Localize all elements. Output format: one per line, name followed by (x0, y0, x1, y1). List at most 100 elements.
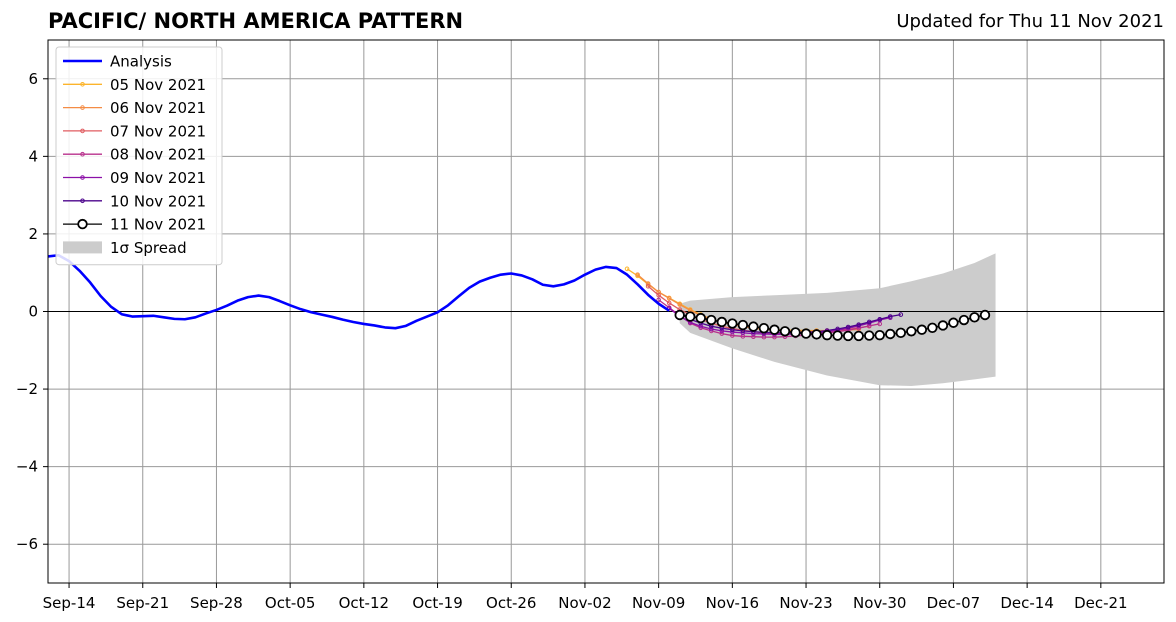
latest-forecast-point (790, 327, 801, 338)
legend-entry: 06 Nov 2021 (63, 99, 206, 117)
latest-forecast-point (927, 322, 938, 333)
x-tick-label: Sep-21 (116, 594, 169, 612)
legend-label: Analysis (110, 53, 172, 71)
series-group (48, 253, 991, 342)
forecast-point (845, 324, 851, 330)
x-tick-label: Nov-09 (632, 594, 685, 612)
legend-entry: 11 Nov 2021 (63, 216, 206, 234)
forecast-point (708, 326, 714, 332)
legend-entry: 09 Nov 2021 (63, 169, 206, 187)
legend-label: 09 Nov 2021 (110, 169, 206, 187)
legend-label: 06 Nov 2021 (110, 99, 206, 117)
latest-forecast-point (842, 330, 854, 342)
forecast-line (668, 307, 891, 336)
x-tick-label: Oct-05 (265, 594, 315, 612)
latest-forecast-point (800, 328, 812, 339)
y-tick-label: −6 (16, 535, 38, 553)
y-tick-label: 0 (28, 303, 38, 321)
x-tick-label: Dec-21 (1074, 594, 1128, 612)
latest-forecast-point (853, 330, 864, 342)
legend-marker (80, 82, 85, 87)
legend-label: 07 Nov 2021 (110, 122, 206, 140)
latest-forecast-point (864, 330, 875, 341)
forecast-point (666, 296, 672, 301)
forecast-point (645, 283, 651, 289)
latest-forecast-point (895, 327, 906, 339)
latest-forecast-point (958, 314, 970, 326)
legend-label: 10 Nov 2021 (110, 192, 206, 210)
latest-forecast-point (674, 309, 685, 321)
x-tick-label: Nov-02 (558, 594, 611, 612)
forecast-point (677, 302, 682, 307)
latest-forecast-point (821, 329, 833, 341)
forecast-point (656, 297, 661, 303)
latest-forecast-point (832, 330, 843, 341)
latest-forecast-point (937, 320, 949, 331)
legend-box (55, 46, 223, 266)
x-tick-label: Nov-30 (853, 594, 906, 612)
legend-swatch (63, 241, 102, 254)
legend-entry: 10 Nov 2021 (63, 192, 206, 210)
forecast-point (887, 314, 893, 319)
legend-entry: 05 Nov 2021 (63, 76, 206, 94)
analysis-line (48, 253, 670, 330)
x-tick-label: Oct-26 (486, 594, 536, 612)
legend-marker (80, 198, 85, 204)
latest-forecast-point (695, 312, 706, 324)
latest-forecast-point (748, 321, 759, 332)
forecast-point (666, 300, 672, 306)
legend-marker (77, 218, 88, 230)
spread-area (679, 253, 996, 386)
legend: Analysis 05 Nov 2021 06 Nov 2021 07 Nov 202… (55, 46, 223, 266)
x-tick-label: Sep-14 (43, 594, 96, 612)
x-tick-label: Dec-07 (927, 594, 981, 612)
x-tick-label: Dec-14 (1000, 594, 1054, 612)
legend-label: 05 Nov 2021 (110, 76, 206, 94)
forecast-point (645, 281, 651, 286)
spread-band (679, 253, 996, 386)
chart-title: PACIFIC/ NORTH AMERICA PATTERN (48, 9, 464, 33)
latest-forecast-point (685, 311, 696, 322)
legend-label: 1σ Spread (110, 239, 187, 257)
legend-label: 11 Nov 2021 (110, 216, 206, 234)
legend-marker (80, 105, 85, 110)
forecast-point (772, 334, 777, 340)
forecast-point (719, 328, 725, 334)
forecast-line (679, 312, 901, 334)
latest-forecast-point (948, 317, 959, 328)
forecast-point (856, 322, 861, 327)
legend-entry: 08 Nov 2021 (63, 146, 206, 164)
latest-forecast-point (916, 324, 928, 335)
latest-forecast-point (716, 316, 728, 328)
forecast-point (877, 316, 883, 322)
forecast-point (866, 319, 872, 325)
legend-label: 08 Nov 2021 (110, 146, 206, 164)
latest-forecast-point (769, 324, 780, 335)
x-tick-label: Nov-16 (706, 594, 759, 612)
latest-forecast-point (779, 326, 791, 337)
latest-forecast-point (874, 329, 885, 341)
latest-forecast-point (727, 318, 738, 329)
latest-forecast-point (758, 322, 770, 334)
legend-marker (80, 175, 85, 180)
y-tick-label: 2 (28, 225, 38, 243)
forecast-line (658, 299, 880, 338)
x-tick-label: Oct-12 (339, 594, 389, 612)
x-tick-label: Sep-28 (190, 594, 243, 612)
legend-marker (80, 128, 85, 134)
axes: Sep-14 Sep-21 Sep-28 Oct-05 Oct-12 Oct-19 Oct-… (16, 70, 1128, 612)
forecast-point (898, 312, 904, 317)
forecast-point (635, 272, 640, 277)
latest-forecast-series (674, 309, 991, 342)
latest-forecast-point (885, 328, 896, 340)
chart-subtitle: Updated for Thu 11 Nov 2021 (896, 11, 1164, 32)
legend-entry: 07 Nov 2021 (63, 122, 206, 140)
forecast-point (624, 266, 630, 272)
x-tick-label: Nov-23 (779, 594, 832, 612)
latest-forecast-point (906, 326, 917, 337)
y-tick-label: −2 (16, 380, 38, 398)
latest-forecast-point (737, 319, 749, 331)
latest-forecast-point (979, 309, 991, 321)
forecast-point (656, 292, 661, 298)
